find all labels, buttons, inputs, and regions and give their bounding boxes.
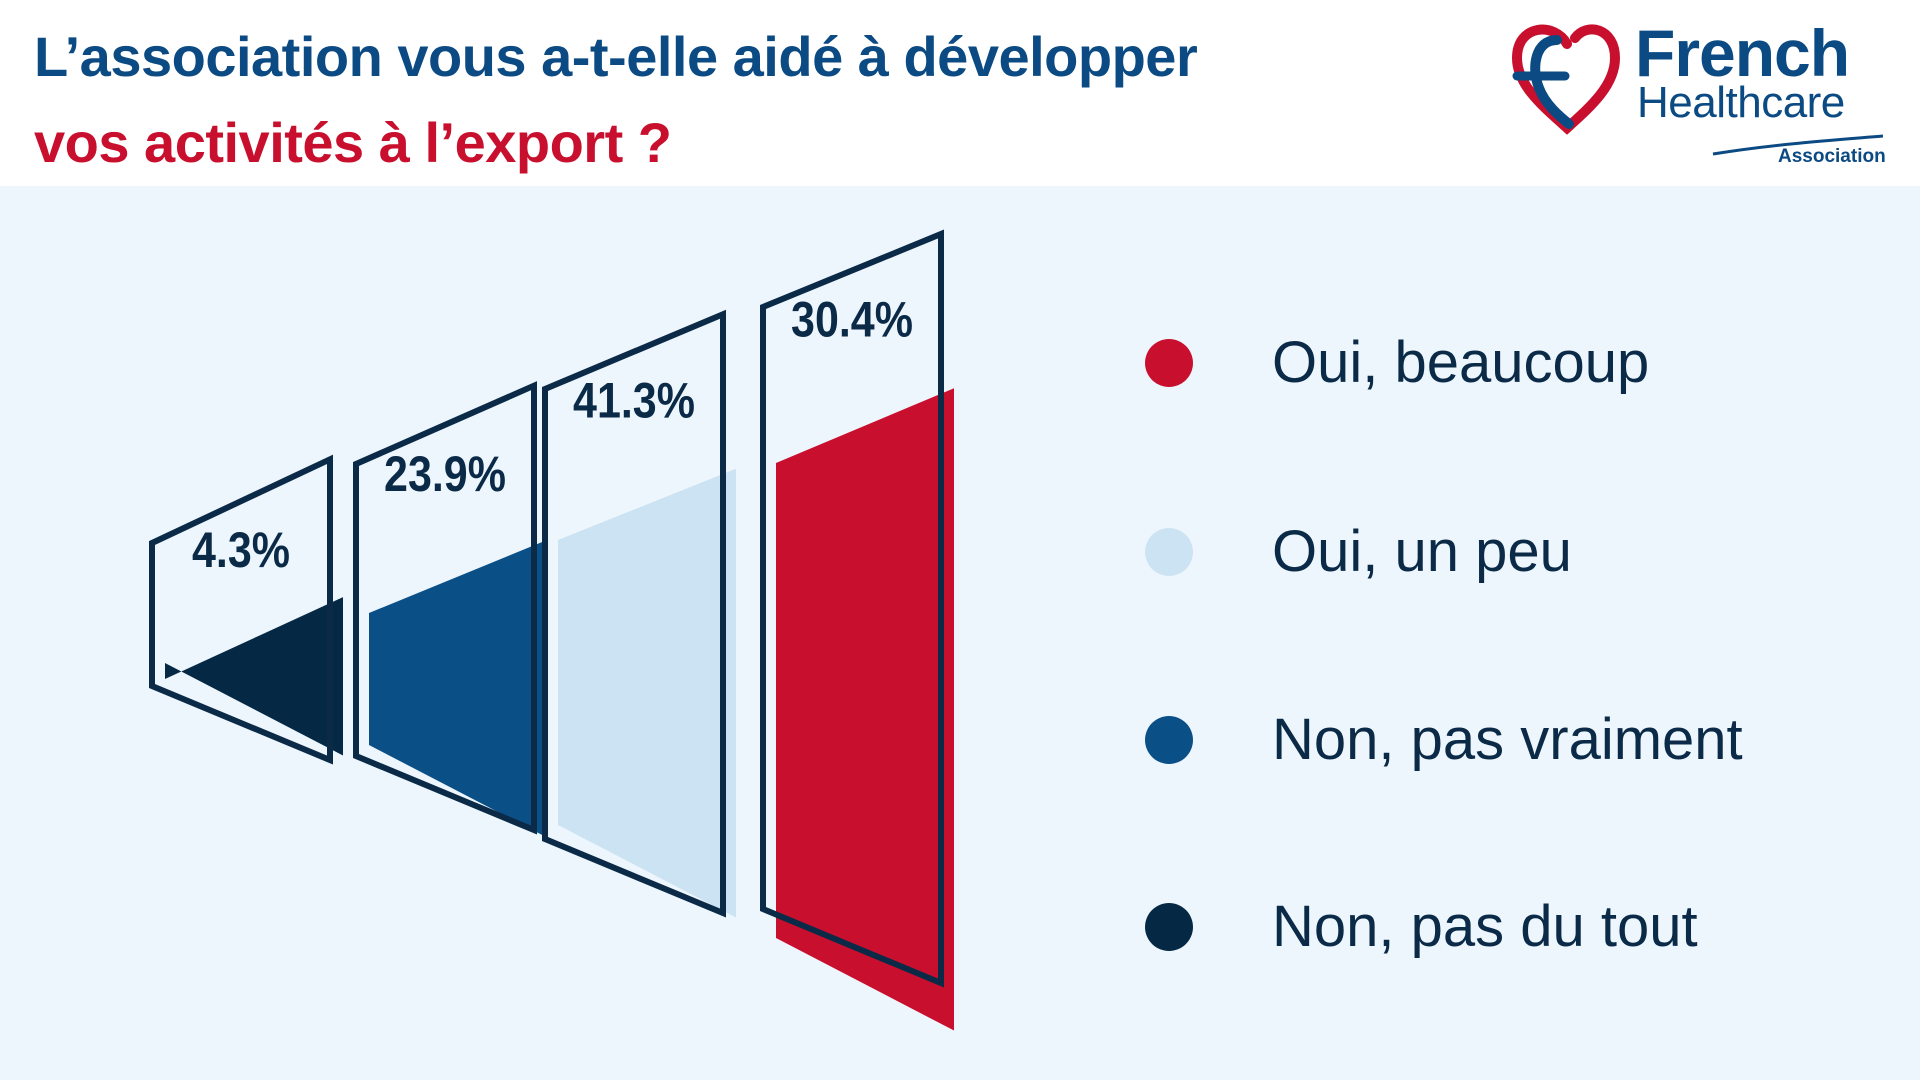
legend-label: Non, pas du tout	[1272, 894, 1698, 959]
bar-frame-1	[353, 381, 537, 835]
chart-area: 4.3% 23.9% 41.3% 30.4%	[149, 229, 954, 1031]
title-line-2: vos activités à l’export ?	[34, 111, 672, 174]
heart-logo-icon	[1511, 24, 1621, 135]
value-label-2: 41.3%	[573, 373, 695, 429]
logo-swoosh	[1712, 134, 1884, 156]
legend-label: Oui, un peu	[1272, 519, 1572, 584]
legend-item: Non, pas du tout	[1145, 897, 1845, 957]
french-healthcare-logo: French Healthcare Association	[1505, 16, 1900, 176]
bar-frame-2	[542, 309, 726, 918]
bar-fill-0	[165, 597, 343, 756]
legend-item: Oui, un peu	[1145, 522, 1845, 582]
legend-swatch	[1145, 339, 1193, 387]
legend-item: Oui, beaucoup	[1145, 333, 1845, 393]
legend-swatch	[1145, 903, 1193, 951]
bar-frame-3	[760, 229, 944, 988]
bar-frame-0	[149, 454, 333, 765]
legend-label: Non, pas vraiment	[1272, 707, 1743, 772]
legend-item: Non, pas vraiment	[1145, 710, 1845, 770]
logo-healthcare: Healthcare	[1637, 78, 1845, 127]
chart-title: L’association vous a-t-elle aidé à dével…	[34, 14, 1198, 186]
bar-fill-2	[558, 468, 736, 918]
bar-fill-1	[369, 540, 547, 838]
value-label-3: 30.4%	[791, 291, 913, 347]
logo-association: Association	[1778, 146, 1886, 167]
bar-fill-3	[776, 388, 954, 1031]
legend-swatch	[1145, 716, 1193, 764]
logo-french: French	[1635, 16, 1850, 90]
legend-label: Oui, beaucoup	[1272, 330, 1650, 395]
title-line-1: L’association vous a-t-elle aidé à dével…	[34, 25, 1198, 88]
header: L’association vous a-t-elle aidé à dével…	[0, 0, 1920, 186]
value-label-1: 23.9%	[384, 446, 506, 502]
legend-swatch	[1145, 528, 1193, 576]
value-label-0: 4.3%	[192, 522, 290, 578]
